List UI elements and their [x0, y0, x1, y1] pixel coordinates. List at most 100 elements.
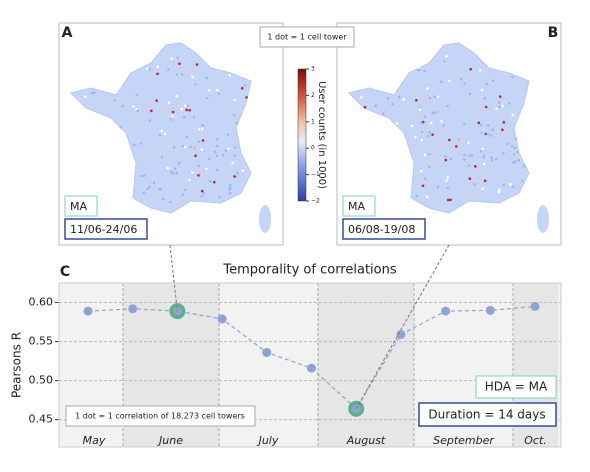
map-dot [477, 121, 481, 125]
map-dot [485, 82, 488, 86]
map-dot [446, 198, 450, 202]
map-dot [449, 157, 453, 161]
map-dot [512, 153, 516, 156]
map-dot [511, 161, 515, 164]
map-dot [418, 108, 422, 111]
map-dot [215, 138, 219, 141]
map-dot [243, 84, 247, 87]
map-dot [171, 172, 175, 175]
map-dot [155, 99, 158, 102]
map-dot [431, 133, 434, 136]
map-connector [169, 244, 178, 312]
map-dot [359, 96, 363, 99]
map-dot [188, 108, 192, 112]
map-dot [208, 179, 212, 183]
map-dot [446, 176, 450, 179]
map-dot [139, 142, 143, 145]
map-dot [170, 170, 173, 174]
map-dot [481, 147, 484, 150]
map-dot [181, 161, 184, 165]
map-dot [170, 114, 174, 118]
map-dot [501, 128, 504, 132]
map-dot [448, 138, 451, 142]
map-dot [397, 95, 401, 99]
map-dot [148, 185, 151, 189]
colorbar [297, 68, 307, 202]
map-dot [152, 181, 156, 185]
map-dot [226, 133, 230, 136]
map-dot [216, 88, 219, 92]
map-dot [511, 185, 515, 189]
map-dot [191, 75, 194, 79]
map-dot [228, 188, 231, 191]
map-dot [175, 94, 178, 98]
map-dot [200, 189, 204, 193]
map-dot [196, 170, 199, 174]
map-dot [490, 159, 494, 162]
map-dot [459, 138, 463, 142]
map-dot [482, 154, 486, 157]
map-dot [447, 79, 451, 83]
map-dot [444, 158, 448, 162]
map-dot [119, 125, 123, 129]
map-connector [355, 244, 450, 409]
map-dot [181, 67, 185, 70]
note-box [259, 26, 355, 48]
colorbar-tick-label: −1 [311, 171, 320, 178]
map-dot [514, 137, 518, 141]
map-dot [158, 133, 162, 137]
map-dot [454, 145, 458, 148]
map-dot [418, 68, 422, 72]
map-dot [497, 190, 501, 194]
map-dot [410, 124, 414, 128]
hda-label: HDA = MA [485, 380, 548, 394]
map-dot [195, 63, 199, 66]
map-dot [232, 114, 236, 117]
period-box [342, 218, 426, 240]
map-dot [486, 132, 489, 136]
duration-box [418, 402, 557, 427]
data-point [262, 348, 272, 358]
map-dot [220, 91, 223, 95]
area-label: MA [348, 200, 365, 213]
map-dot [443, 60, 446, 63]
map-dot [233, 168, 236, 172]
map-dot [157, 155, 161, 159]
map-dot [197, 128, 201, 131]
map-dot [205, 76, 208, 80]
map-shape [348, 42, 530, 214]
colorbar-tick-label: 1 [311, 118, 315, 125]
colorbar-label: User counts (in 1000) [316, 81, 327, 189]
map-dot [217, 92, 221, 96]
map-dot [463, 82, 466, 85]
map-dot [211, 68, 214, 72]
map-note: 1 dot = 1 cell tower [267, 33, 347, 42]
map-dot [182, 115, 186, 119]
month-label: June [157, 434, 183, 447]
map-dot [177, 162, 181, 165]
map-dot [415, 194, 418, 198]
map-dot [519, 187, 522, 190]
map-dot [197, 174, 200, 177]
area-box [342, 195, 376, 217]
map-dot [446, 186, 449, 190]
map-dot [171, 153, 175, 157]
map-dot [141, 159, 144, 162]
map-dot [470, 154, 474, 157]
data-point [441, 306, 451, 316]
map-dot [510, 145, 514, 148]
map-dot [180, 107, 183, 111]
data-point [396, 330, 406, 340]
map-dot [123, 108, 126, 112]
map-dot [183, 188, 187, 192]
month-label: August [346, 434, 386, 447]
map-dot [185, 108, 189, 112]
map-dot [483, 162, 486, 166]
map-dot [429, 121, 433, 125]
map-dot [215, 154, 219, 158]
data-point [217, 314, 227, 324]
map-dot [172, 146, 176, 149]
map-dot [162, 197, 165, 201]
map-dot [165, 142, 168, 145]
